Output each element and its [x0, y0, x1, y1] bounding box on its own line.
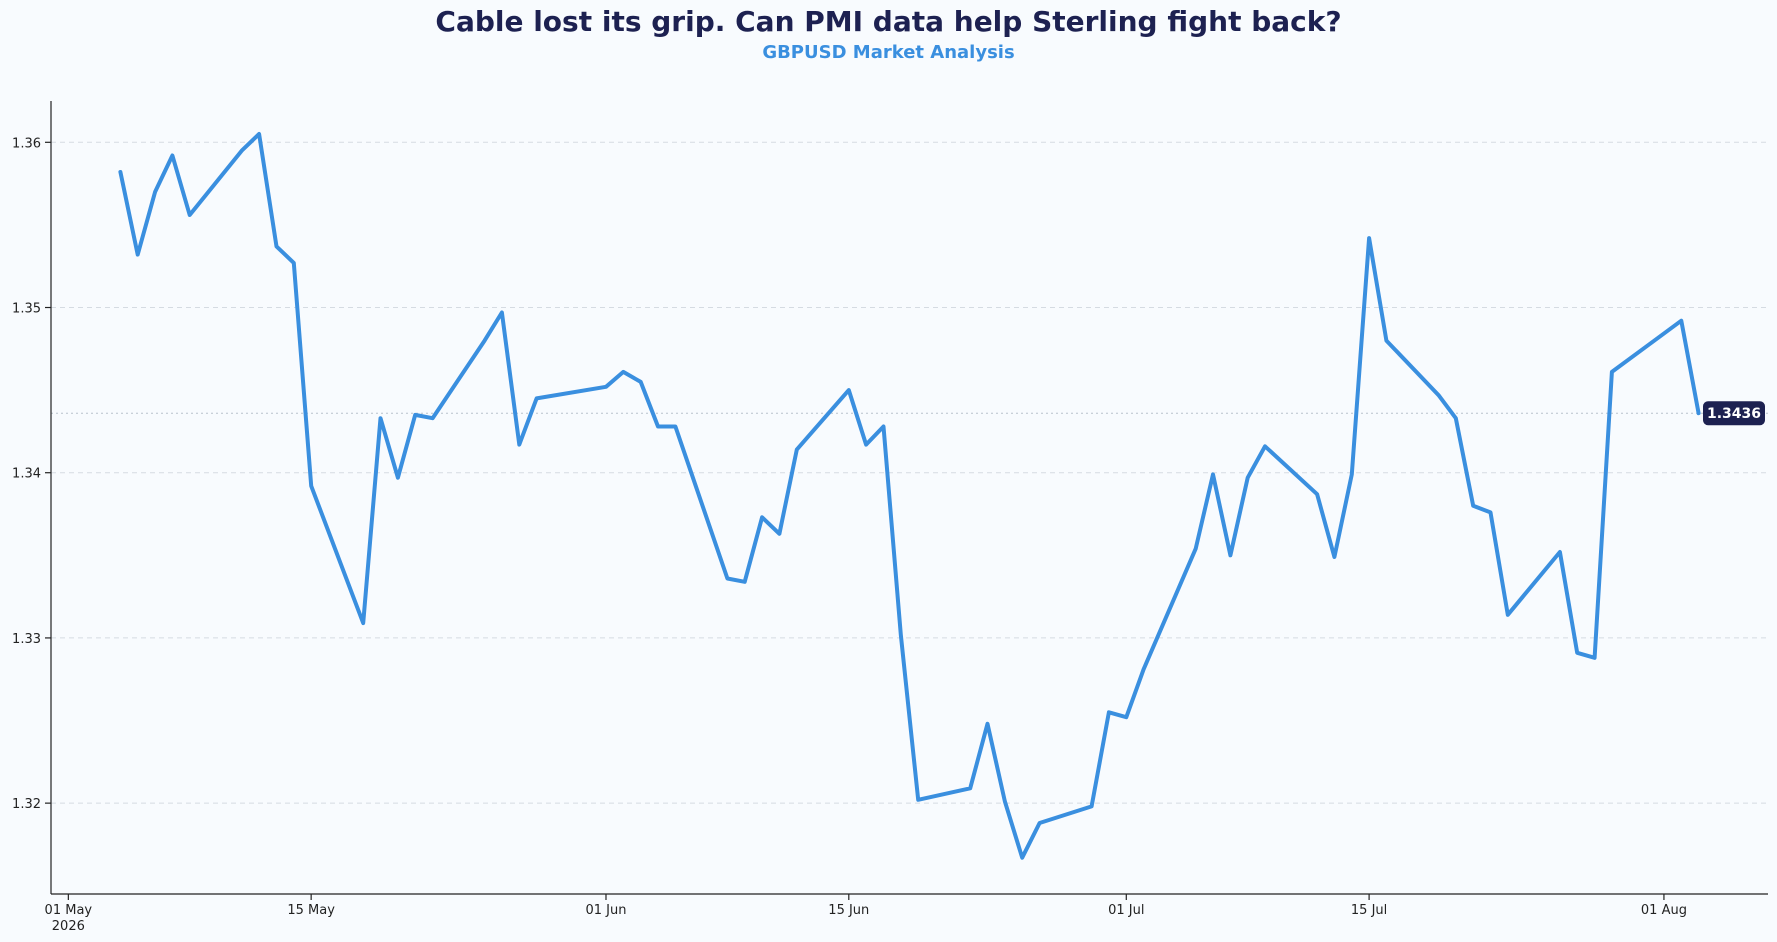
- data-point: [1610, 370, 1614, 374]
- data-point: [743, 580, 747, 584]
- y-tick-label: 1.32: [12, 797, 41, 812]
- data-point: [240, 149, 244, 153]
- data-point: [500, 311, 504, 315]
- data-point: [483, 339, 487, 343]
- data-point: [1471, 504, 1475, 508]
- last-value-badge-bg: [1703, 401, 1765, 426]
- data-point: [916, 798, 920, 802]
- data-point: [882, 425, 886, 429]
- x-tick-label: 01 May: [45, 903, 93, 918]
- data-point: [1246, 476, 1250, 480]
- data-point: [1489, 510, 1493, 514]
- data-point: [725, 577, 729, 581]
- y-tick-label: 1.33: [12, 632, 41, 647]
- x-tick-sublabel: 2026: [52, 919, 85, 934]
- data-point: [1003, 800, 1007, 804]
- data-point: [1593, 656, 1597, 660]
- data-point: [673, 425, 677, 429]
- y-tick-label: 1.35: [12, 302, 41, 317]
- data-point: [1367, 236, 1371, 240]
- data-point: [1228, 553, 1232, 557]
- last-value-badge: 1.3436: [1703, 401, 1765, 426]
- data-point: [777, 532, 781, 536]
- x-tick-label: 15 Jul: [1351, 903, 1387, 918]
- y-tick-label: 1.36: [12, 136, 41, 151]
- data-point: [1211, 472, 1215, 476]
- data-point: [361, 621, 365, 625]
- data-point: [968, 786, 972, 790]
- x-tick-label: 01 Jun: [585, 903, 626, 918]
- data-point: [1315, 492, 1319, 496]
- data-point: [153, 190, 157, 194]
- data-point: [1107, 710, 1111, 714]
- data-point: [1506, 613, 1510, 617]
- data-point: [188, 213, 192, 217]
- data-point: [621, 370, 625, 374]
- data-point: [604, 385, 608, 389]
- x-tick-label: 15 Jun: [828, 903, 869, 918]
- chart-subtitle: GBPUSD Market Analysis: [762, 42, 1015, 63]
- axes: [50, 101, 1768, 895]
- data-point: [760, 515, 764, 519]
- data-point: [986, 722, 990, 726]
- x-tick-label: 01 Aug: [1641, 903, 1687, 918]
- data-point: [170, 154, 174, 158]
- data-point: [396, 476, 400, 480]
- data-point: [1454, 416, 1458, 420]
- data-point: [847, 388, 851, 392]
- data-point: [1384, 339, 1388, 343]
- data-point: [1124, 715, 1128, 719]
- data-point: [864, 443, 868, 447]
- series: [118, 132, 1701, 860]
- data-point: [656, 425, 660, 429]
- data-point: [413, 413, 417, 417]
- y-tick-label: 1.34: [12, 467, 41, 482]
- data-point: [1575, 651, 1579, 655]
- data-point: [1332, 555, 1336, 559]
- data-point: [1038, 821, 1042, 825]
- data-point: [136, 253, 140, 257]
- data-point: [379, 416, 383, 420]
- data-point: [431, 416, 435, 420]
- data-point: [1437, 393, 1441, 397]
- series-line: [118, 132, 1701, 860]
- data-point: [795, 448, 799, 452]
- gridlines: [51, 141, 1768, 804]
- data-point: [309, 484, 313, 488]
- data-point: [639, 380, 643, 384]
- data-point: [1679, 319, 1683, 323]
- data-point: [1142, 667, 1146, 671]
- data-point: [292, 261, 296, 265]
- data-point: [257, 132, 261, 136]
- data-point: [1558, 550, 1562, 554]
- x-tick-label: 01 Jul: [1108, 903, 1144, 918]
- data-point: [535, 396, 539, 400]
- data-point: [1020, 856, 1024, 860]
- x-tick-label: 15 May: [287, 903, 335, 918]
- y-ticks: 1.32 1.33 1.34 1.35 1.36: [12, 136, 51, 812]
- data-point: [1350, 472, 1354, 476]
- data-point: [517, 443, 521, 447]
- data-point: [1090, 804, 1094, 808]
- data-point: [118, 170, 122, 174]
- data-point: [899, 633, 903, 637]
- data-point: [1697, 411, 1701, 415]
- last-value-badge-text: 1.3436: [1707, 406, 1761, 422]
- data-point: [1194, 547, 1198, 551]
- chart-title: Cable lost its grip. Can PMI data help S…: [435, 5, 1342, 38]
- data-point: [1263, 444, 1267, 448]
- data-point: [275, 244, 279, 248]
